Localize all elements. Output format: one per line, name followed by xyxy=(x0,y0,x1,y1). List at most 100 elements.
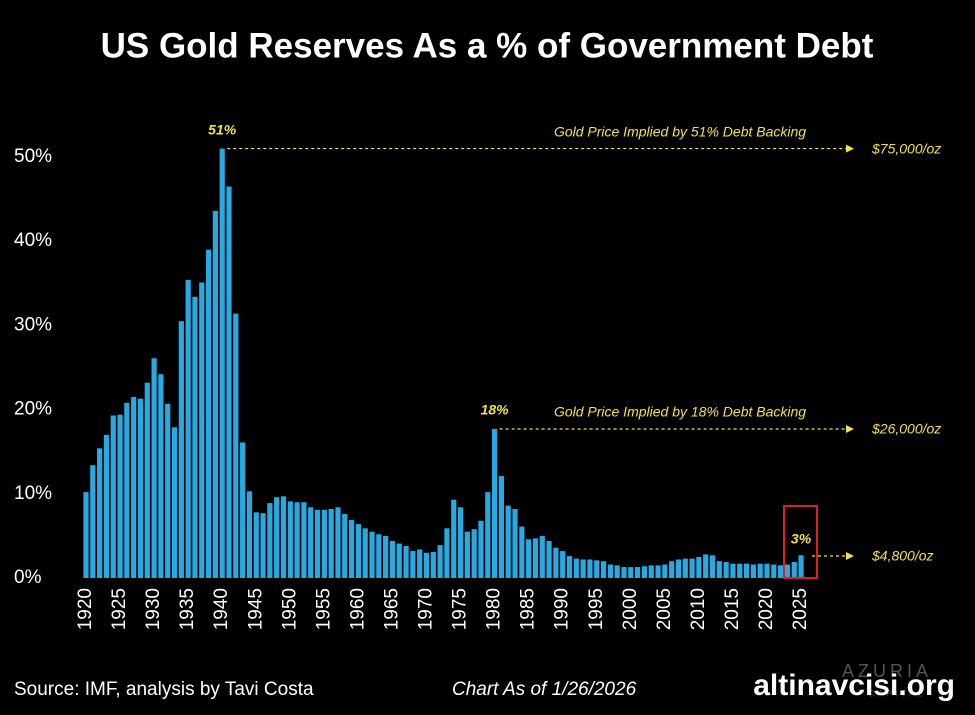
bar xyxy=(539,535,545,578)
bar xyxy=(580,559,586,578)
bar xyxy=(512,508,518,578)
bar xyxy=(641,566,648,578)
bar xyxy=(655,565,661,578)
bar xyxy=(362,528,368,578)
y-tick-label: 0% xyxy=(14,567,42,588)
bar xyxy=(662,564,668,578)
bar xyxy=(165,403,171,578)
arrow-head xyxy=(846,424,854,433)
bar xyxy=(771,564,777,578)
bar xyxy=(423,552,430,578)
bar xyxy=(97,448,103,578)
bar xyxy=(444,528,450,578)
bar xyxy=(321,509,327,578)
x-tick-label: 1995 xyxy=(586,588,607,630)
x-tick-label: 1975 xyxy=(450,588,471,630)
bar xyxy=(498,476,505,578)
bar xyxy=(791,562,797,578)
bar xyxy=(355,524,361,578)
x-tick-label: 2000 xyxy=(620,588,641,630)
bar xyxy=(750,564,756,578)
bar xyxy=(383,535,389,578)
x-tick-label: 1920 xyxy=(75,588,96,630)
y-tick-label: 20% xyxy=(14,399,52,420)
bar xyxy=(110,415,116,578)
bar xyxy=(287,501,293,578)
bar xyxy=(308,507,314,578)
bar xyxy=(253,512,259,578)
y-tick-label: 30% xyxy=(14,314,52,335)
bar xyxy=(730,563,736,578)
bar xyxy=(199,282,205,578)
bar xyxy=(464,531,470,578)
guide-text: Gold Price Implied by 18% Debt Backing xyxy=(554,404,806,420)
bar xyxy=(185,279,191,578)
bar xyxy=(757,563,763,578)
arrow-head xyxy=(846,552,854,560)
bar xyxy=(723,562,729,578)
price-label: $4,800/oz xyxy=(871,548,934,564)
bar xyxy=(294,502,300,578)
bar xyxy=(669,561,675,578)
bar xyxy=(246,491,253,578)
y-tick-label: 40% xyxy=(14,230,52,251)
x-tick-label: 1960 xyxy=(347,588,368,630)
bar xyxy=(219,148,225,578)
bar xyxy=(764,563,770,578)
bar xyxy=(212,210,218,578)
bar xyxy=(621,567,627,578)
logo: AZURIA xyxy=(842,661,932,681)
bar xyxy=(553,547,559,578)
bar xyxy=(267,503,273,578)
bar xyxy=(280,496,287,578)
chart-title: US Gold Reserves As a % of Government De… xyxy=(101,26,874,65)
source: Source: IMF, analysis by Tavi Costa xyxy=(14,679,314,700)
bar xyxy=(600,561,607,578)
bar xyxy=(103,434,110,578)
x-tick-label: 1965 xyxy=(381,588,402,630)
bar xyxy=(171,427,178,578)
bar xyxy=(137,398,144,578)
bar xyxy=(205,249,212,578)
bar xyxy=(342,514,348,578)
bar xyxy=(573,558,579,578)
x-tick-label: 1955 xyxy=(313,588,334,630)
x-tick-label: 1950 xyxy=(279,588,300,630)
x-tick-label: 1980 xyxy=(484,588,505,630)
bar xyxy=(410,551,416,578)
bar xyxy=(131,396,137,578)
bar xyxy=(737,563,743,578)
bar xyxy=(348,519,355,578)
highlight-box xyxy=(783,505,818,579)
bar xyxy=(240,442,246,578)
bar xyxy=(675,559,682,578)
x-tick-label: 1945 xyxy=(245,588,266,630)
bar xyxy=(274,497,280,578)
x-tick-label: 1985 xyxy=(518,588,539,630)
logo-sub: CAPITAL xyxy=(868,688,926,698)
bar xyxy=(117,414,123,578)
bar xyxy=(607,564,613,578)
bar xyxy=(403,546,409,578)
bar xyxy=(703,554,709,578)
x-tick-label: 1970 xyxy=(416,588,437,630)
date-note: Chart As of 1/26/2026 xyxy=(452,679,637,700)
price-label: $26,000/oz xyxy=(871,421,941,437)
bar xyxy=(260,513,266,578)
bar xyxy=(233,313,239,578)
bar xyxy=(376,534,382,578)
bar xyxy=(505,505,511,578)
x-tick-label: 1940 xyxy=(211,588,232,630)
bar xyxy=(369,531,375,578)
bar xyxy=(689,558,695,578)
bar xyxy=(226,186,232,578)
bar xyxy=(478,520,484,578)
bar xyxy=(417,549,423,578)
bar xyxy=(682,558,688,578)
bar xyxy=(396,543,402,578)
bar xyxy=(471,529,477,578)
x-tick-label: 1990 xyxy=(552,588,573,630)
bar xyxy=(716,561,722,578)
bar xyxy=(457,507,464,578)
